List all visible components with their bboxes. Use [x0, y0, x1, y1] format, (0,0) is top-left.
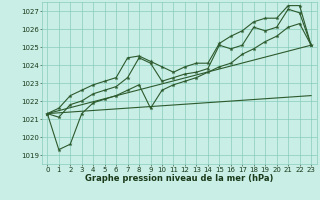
X-axis label: Graphe pression niveau de la mer (hPa): Graphe pression niveau de la mer (hPa)	[85, 174, 273, 183]
